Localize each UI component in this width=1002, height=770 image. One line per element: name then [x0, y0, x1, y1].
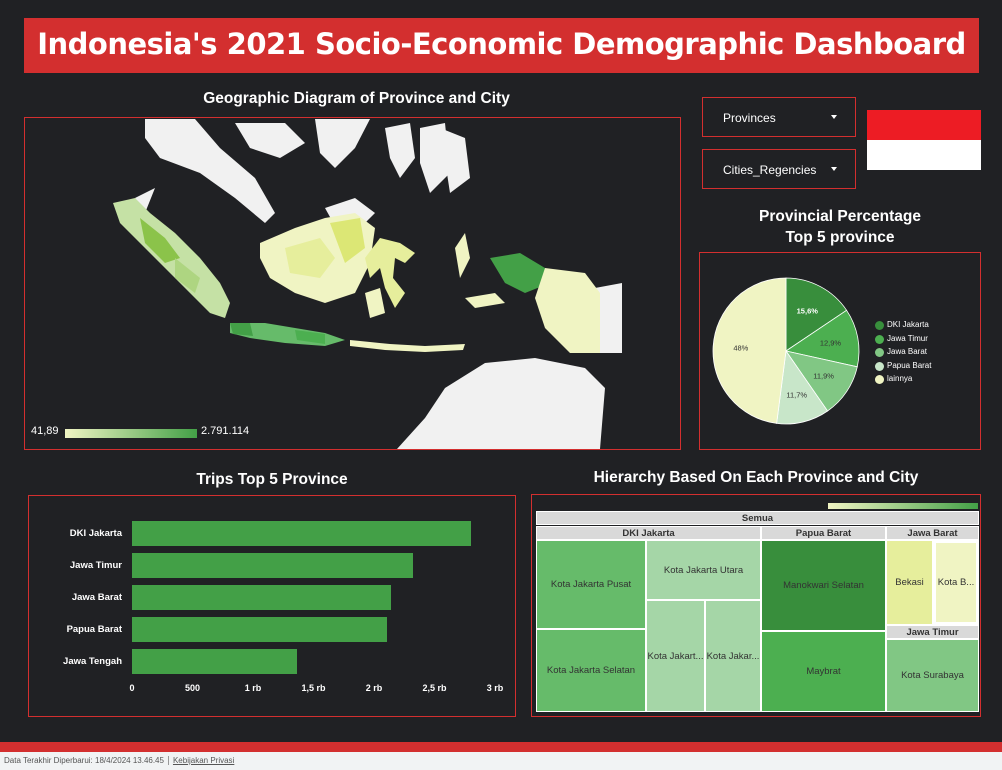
legend-swatch	[875, 361, 884, 371]
treemap-group-jatim[interactable]: Jawa Timur	[886, 625, 979, 639]
footer: Data Terakhir Diperbarui: 18/4/2024 13.4…	[0, 752, 1002, 770]
pie-legend-label: Jawa Barat	[887, 347, 928, 356]
pie-legend-label: Papua Barat	[887, 360, 932, 370]
indonesia-flag-red	[867, 110, 981, 140]
map-legend-gradient	[65, 429, 197, 438]
footer-separator	[167, 756, 169, 766]
cities-dropdown-label: Cities_Regencies	[723, 163, 817, 177]
bar-category-label: Jawa Barat	[71, 592, 122, 603]
pie-slice[interactable]	[712, 277, 787, 424]
treemap-group-dki[interactable]: DKI Jakarta	[536, 526, 761, 540]
treemap-title: Hierarchy Based On Each Province and Cit…	[593, 469, 919, 486]
treemap-group-papua[interactable]: Papua Barat	[761, 526, 886, 540]
x-tick-label: 1,5 rb	[301, 683, 326, 693]
provinces-dropdown[interactable]: Provinces	[702, 97, 856, 137]
legend-swatch	[875, 348, 884, 357]
treemap-cell[interactable]: Kota Jakarta Selatan	[536, 629, 646, 712]
map-legend-max: 2.791.114	[201, 425, 250, 437]
pie-legend-label: DKI Jakarta	[887, 320, 929, 329]
x-tick-label: 3 rb	[486, 683, 504, 693]
chevron-down-icon	[831, 167, 837, 171]
page-title: Indonesia's 2021 Socio-Economic Demograp…	[37, 27, 966, 61]
pie-title-line1: Provincial Percentage	[759, 208, 921, 225]
treemap-cell[interactable]: Maybrat	[761, 631, 886, 712]
bar-category-label: DKI Jakarta	[69, 528, 122, 539]
cities-dropdown[interactable]: Cities_Regencies	[702, 149, 856, 189]
pie-slice[interactable]	[785, 277, 848, 352]
treemap-legend-gradient	[828, 503, 978, 509]
x-tick-label: 0	[129, 683, 135, 693]
pie-data-label: 11,7%	[786, 390, 808, 400]
pie-legend-label: Jawa Timur	[887, 333, 928, 343]
treemap-panel[interactable]: Semua DKI Jakarta Kota Jakarta Pusat Kot…	[531, 494, 981, 717]
footer-accent-bar	[0, 742, 1002, 752]
treemap-cell[interactable]: Bekasi	[886, 540, 933, 625]
pie-data-label: 12,9%	[819, 338, 842, 348]
treemap-group-jabar[interactable]: Jawa Barat	[886, 526, 979, 540]
pie-legend-item[interactable]: lainnya	[875, 374, 913, 384]
map-legend-min: 41,89	[31, 425, 59, 437]
bar[interactable]	[132, 553, 413, 578]
x-tick-label: 500	[184, 683, 201, 693]
treemap-root[interactable]: Semua	[536, 511, 979, 525]
bar-category-label: Jawa Timur	[69, 560, 122, 571]
pie-legend-item[interactable]: DKI Jakarta	[875, 320, 929, 330]
pie-legend-item[interactable]: Jawa Barat	[875, 347, 928, 357]
pie-title-line2: Top 5 province	[785, 229, 895, 246]
treemap-cell[interactable]: Kota Jakarta Utara	[646, 540, 761, 600]
pie-legend: DKI Jakarta Jawa Timur Jawa Barat Papua Bar…	[875, 320, 975, 390]
bar[interactable]	[132, 649, 297, 674]
legend-swatch	[875, 334, 884, 344]
bar[interactable]	[132, 617, 388, 642]
pie-data-label: 15,6%	[796, 306, 818, 316]
treemap-cell[interactable]: Kota Surabaya	[886, 639, 979, 712]
x-tick-label: 2,5 rb	[422, 683, 447, 693]
chevron-down-icon	[831, 115, 837, 119]
legend-swatch	[875, 375, 884, 384]
bar-panel[interactable]: DKI Jakarta Jawa Timur Jawa Barat Papua Bar…	[28, 495, 516, 717]
bar-category-label: Papua Barat	[66, 624, 122, 635]
bar[interactable]	[132, 521, 471, 546]
provinces-dropdown-label: Provinces	[723, 111, 776, 125]
pie-data-label: 48%	[733, 343, 749, 353]
treemap-cell[interactable]: Kota Jakar...	[705, 600, 761, 712]
pie-legend-item[interactable]: Jawa Timur	[875, 333, 928, 344]
last-updated-text: Data Terakhir Diperbarui: 18/4/2024 13.4…	[4, 756, 164, 765]
indonesia-flag-white	[867, 140, 981, 170]
pie-slice[interactable]	[785, 309, 860, 368]
map-title: Geographic Diagram of Province and City	[203, 90, 510, 107]
pie-chart[interactable]	[700, 253, 980, 449]
x-tick-label: 1 rb	[244, 683, 262, 693]
treemap-cell[interactable]: Kota B...	[933, 540, 979, 625]
pie-panel[interactable]: 15,6% 12,9% 11,9% 11,7% 48% DKI Jakarta Jawa …	[699, 252, 981, 450]
bar-category-label: Jawa Tengah	[63, 656, 122, 667]
pie-data-label: 11,9%	[813, 371, 834, 381]
treemap-cell[interactable]: Kota Jakart...	[646, 600, 705, 712]
indonesia-map[interactable]	[25, 118, 680, 449]
pie-legend-label: lainnya	[887, 374, 913, 383]
treemap-cell[interactable]: Kota Jakarta Pusat	[536, 540, 646, 629]
map-panel[interactable]: 41,89 2.791.114	[24, 117, 681, 450]
title-banner: Indonesia's 2021 Socio-Economic Demograp…	[24, 18, 979, 73]
x-tick-label: 2 rb	[365, 683, 383, 693]
bar-chart[interactable]: DKI Jakarta Jawa Timur Jawa Barat Papua Bar…	[29, 496, 515, 716]
treemap-cell[interactable]: Manokwari Selatan	[761, 540, 886, 631]
bar[interactable]	[132, 585, 391, 610]
privacy-policy-link[interactable]: Kebijakan Privasi	[172, 756, 235, 765]
pie-legend-item[interactable]: Papua Barat	[875, 360, 932, 371]
legend-swatch	[875, 321, 884, 330]
bar-title: Trips Top 5 Province	[196, 471, 348, 488]
